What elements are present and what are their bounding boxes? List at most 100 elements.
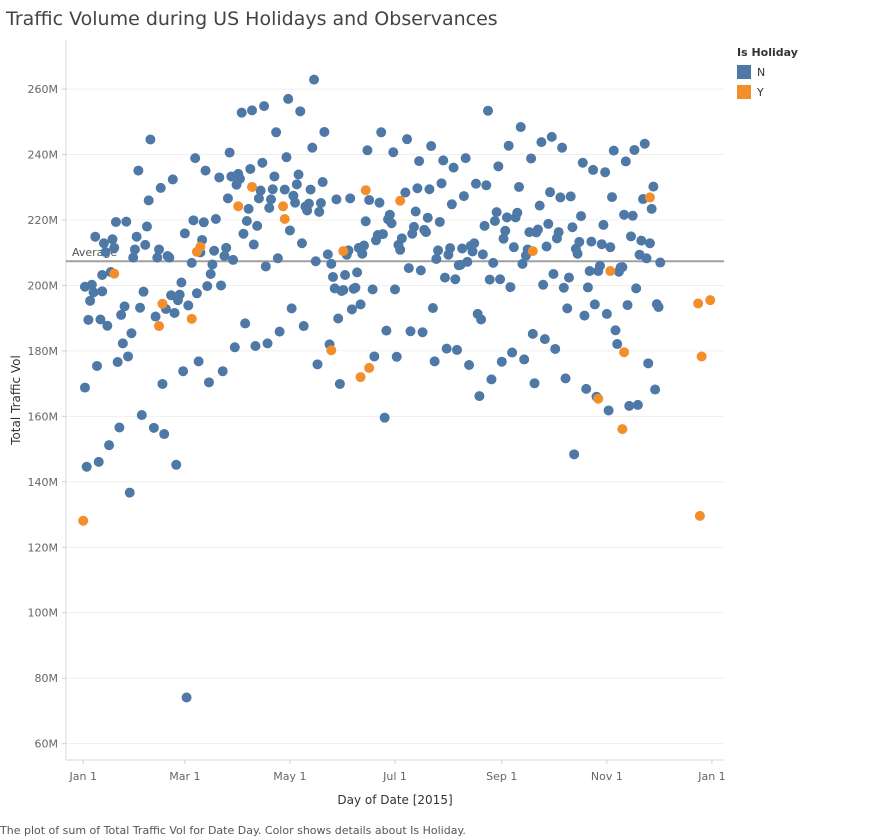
data-point-n[interactable]	[286, 303, 297, 314]
data-point-n[interactable]	[539, 334, 550, 345]
data-point-n[interactable]	[112, 357, 123, 368]
data-point-n[interactable]	[612, 339, 623, 350]
data-point-n[interactable]	[338, 285, 349, 296]
data-point-n[interactable]	[314, 206, 325, 217]
data-point-n[interactable]	[95, 314, 106, 325]
data-point-n[interactable]	[176, 277, 187, 288]
data-point-n[interactable]	[240, 318, 251, 329]
data-point-n[interactable]	[584, 266, 595, 277]
data-point-n[interactable]	[138, 286, 149, 297]
data-point-n[interactable]	[631, 283, 642, 294]
data-point-n[interactable]	[247, 105, 258, 116]
data-point-n[interactable]	[167, 174, 178, 185]
data-point-n[interactable]	[109, 242, 120, 253]
data-point-n[interactable]	[303, 198, 314, 209]
data-point-n[interactable]	[527, 328, 538, 339]
data-point-n[interactable]	[157, 378, 168, 389]
data-point-n[interactable]	[464, 359, 475, 370]
data-point-n[interactable]	[362, 145, 373, 156]
data-point-n[interactable]	[193, 356, 204, 367]
data-point-n[interactable]	[519, 354, 530, 365]
data-point-y[interactable]	[527, 246, 538, 257]
data-point-n[interactable]	[415, 265, 426, 276]
data-point-y[interactable]	[157, 298, 168, 309]
data-point-n[interactable]	[221, 242, 232, 253]
data-point-n[interactable]	[203, 377, 214, 388]
data-point-n[interactable]	[457, 243, 468, 254]
data-point-y[interactable]	[78, 515, 89, 526]
data-point-n[interactable]	[260, 261, 271, 272]
data-point-n[interactable]	[355, 299, 366, 310]
data-point-n[interactable]	[515, 122, 526, 133]
data-point-n[interactable]	[386, 218, 397, 229]
data-point-n[interactable]	[360, 216, 371, 227]
data-point-n[interactable]	[625, 231, 636, 242]
data-point-n[interactable]	[553, 227, 564, 238]
data-point-n[interactable]	[526, 153, 537, 164]
data-point-y[interactable]	[617, 424, 628, 435]
data-point-n[interactable]	[622, 300, 633, 311]
data-point-n[interactable]	[169, 307, 180, 318]
data-point-n[interactable]	[379, 412, 390, 423]
data-point-n[interactable]	[446, 199, 457, 210]
data-point-y[interactable]	[705, 295, 716, 306]
data-point-n[interactable]	[569, 449, 580, 460]
data-point-n[interactable]	[257, 157, 268, 168]
data-point-n[interactable]	[576, 211, 587, 222]
data-point-n[interactable]	[514, 181, 525, 192]
data-point-n[interactable]	[558, 282, 569, 293]
data-point-n[interactable]	[166, 290, 177, 301]
data-point-n[interactable]	[114, 422, 125, 433]
data-point-n[interactable]	[434, 216, 445, 227]
data-point-n[interactable]	[97, 269, 108, 280]
data-point-n[interactable]	[243, 203, 254, 214]
data-point-n[interactable]	[438, 155, 449, 166]
data-point-n[interactable]	[262, 338, 273, 349]
data-point-y[interactable]	[195, 241, 206, 252]
data-point-y[interactable]	[247, 181, 258, 192]
data-point-n[interactable]	[624, 400, 635, 411]
data-point-y[interactable]	[326, 345, 337, 356]
data-point-n[interactable]	[319, 126, 330, 137]
data-point-n[interactable]	[486, 374, 497, 385]
data-point-n[interactable]	[650, 384, 661, 395]
data-point-n[interactable]	[579, 310, 590, 321]
data-point-n[interactable]	[281, 152, 292, 163]
data-point-n[interactable]	[503, 140, 514, 151]
data-point-n[interactable]	[340, 269, 351, 280]
data-point-n[interactable]	[388, 147, 399, 158]
data-point-n[interactable]	[128, 252, 139, 263]
data-point-n[interactable]	[107, 234, 118, 245]
data-point-y[interactable]	[605, 266, 616, 277]
data-point-n[interactable]	[222, 193, 233, 204]
legend-item-y[interactable]: Y	[737, 85, 798, 99]
data-point-n[interactable]	[467, 246, 478, 257]
data-point-n[interactable]	[483, 105, 494, 116]
data-point-n[interactable]	[131, 231, 142, 242]
data-point-n[interactable]	[508, 242, 519, 253]
data-point-n[interactable]	[98, 238, 109, 249]
data-point-n[interactable]	[104, 440, 115, 451]
data-point-n[interactable]	[241, 215, 252, 226]
data-point-n[interactable]	[644, 238, 655, 249]
data-point-n[interactable]	[374, 197, 385, 208]
data-point-n[interactable]	[309, 74, 320, 85]
legend-item-n[interactable]: N	[737, 65, 798, 79]
data-point-n[interactable]	[491, 207, 502, 218]
data-point-n[interactable]	[636, 235, 647, 246]
data-point-n[interactable]	[610, 325, 621, 336]
data-point-y[interactable]	[395, 195, 406, 206]
data-point-n[interactable]	[358, 240, 369, 251]
data-point-n[interactable]	[228, 254, 239, 265]
data-point-n[interactable]	[267, 184, 278, 195]
data-point-n[interactable]	[377, 229, 388, 240]
data-point-n[interactable]	[93, 456, 104, 467]
data-point-n[interactable]	[345, 193, 356, 204]
data-point-n[interactable]	[234, 173, 245, 184]
data-point-n[interactable]	[229, 342, 240, 353]
data-point-n[interactable]	[586, 236, 597, 247]
data-point-n[interactable]	[414, 156, 425, 167]
data-point-n[interactable]	[271, 127, 282, 138]
data-point-n[interactable]	[588, 164, 599, 175]
data-point-n[interactable]	[648, 181, 659, 192]
